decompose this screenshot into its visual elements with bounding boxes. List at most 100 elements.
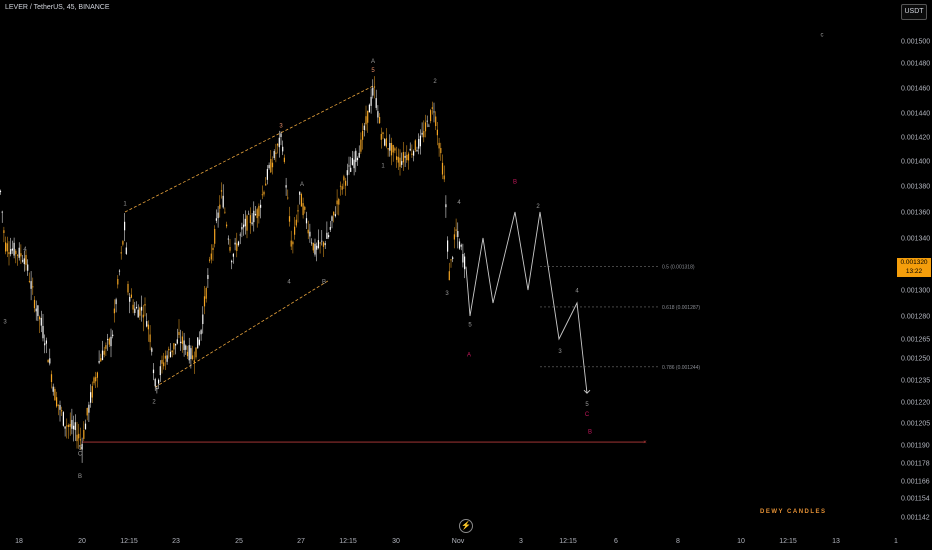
candle-body xyxy=(409,148,411,151)
candle-body xyxy=(407,153,410,161)
candle-body xyxy=(226,224,228,227)
wave-label: 5 xyxy=(468,323,472,329)
candle-body xyxy=(74,422,76,431)
candle-body xyxy=(122,241,124,245)
current-price: 0.001320 xyxy=(900,259,928,266)
candle-body xyxy=(423,131,425,138)
candle-body xyxy=(164,355,166,359)
wave-label: B xyxy=(78,474,82,480)
candle-body xyxy=(464,256,466,270)
candle-body xyxy=(32,286,34,288)
candle-body xyxy=(406,154,408,161)
candle-body xyxy=(394,148,396,151)
candle-body xyxy=(322,242,325,247)
candle-body xyxy=(397,156,399,163)
candle-body xyxy=(10,249,12,255)
candle-body xyxy=(93,377,95,384)
candle-body xyxy=(173,343,175,350)
candle-body xyxy=(258,205,260,217)
candle-body xyxy=(440,148,442,154)
y-tick-label: 0.001480 xyxy=(901,61,930,68)
candle-body xyxy=(382,132,384,135)
candle-body xyxy=(309,231,311,237)
candle-body xyxy=(186,351,189,357)
candle-body xyxy=(375,98,377,108)
wave-label: B xyxy=(588,429,592,435)
candle-body xyxy=(23,258,25,265)
channel-lower-line xyxy=(154,280,329,388)
candle-body xyxy=(154,378,156,387)
candle-body xyxy=(295,219,297,226)
candle-body xyxy=(40,317,42,326)
x-tick-label: 18 xyxy=(15,538,23,545)
candle-body xyxy=(339,185,342,187)
candle-body xyxy=(67,425,70,427)
candle-body xyxy=(35,308,37,312)
candle-body xyxy=(185,345,187,350)
candle-body xyxy=(426,120,428,122)
candle-body xyxy=(358,152,360,158)
candle-body xyxy=(370,96,372,106)
candle-body xyxy=(329,227,331,230)
candle-body xyxy=(108,338,110,345)
candle-body xyxy=(458,241,461,249)
candle-body xyxy=(241,226,243,230)
candle-body xyxy=(424,122,427,132)
candle-body xyxy=(18,247,20,258)
flash-icon[interactable]: ⚡ xyxy=(459,519,473,533)
x-tick-label: Nov xyxy=(452,538,465,545)
candle-body xyxy=(197,337,199,349)
candle-body xyxy=(452,257,454,259)
candle-body xyxy=(413,151,415,156)
candle-body xyxy=(367,110,369,123)
candle-body xyxy=(290,240,292,247)
candle-body xyxy=(95,377,97,382)
candle-body xyxy=(149,334,151,343)
wave-label: 4 xyxy=(23,247,27,253)
candle-body xyxy=(384,139,386,146)
candle-body xyxy=(282,146,284,152)
candle-body xyxy=(193,360,195,363)
y-tick-label: 0.001440 xyxy=(901,111,930,118)
candle-body xyxy=(341,186,343,190)
candle-body xyxy=(112,334,114,337)
candle-body xyxy=(265,183,267,186)
candle-body xyxy=(66,425,68,427)
y-tick-label: 0.001300 xyxy=(901,288,930,295)
fib-level-label: 0.5 (0.001318) xyxy=(662,265,695,271)
candle-body xyxy=(127,283,129,293)
wave-label: A xyxy=(371,59,375,65)
candle-body xyxy=(232,253,234,257)
currency-button[interactable]: USDT xyxy=(901,4,927,20)
candle-body xyxy=(96,372,98,378)
candle-body xyxy=(305,218,308,224)
candle-body xyxy=(144,304,146,306)
candle-body xyxy=(200,330,202,335)
candle-body xyxy=(152,369,155,374)
x-tick-label: 3 xyxy=(519,538,523,545)
candle-body xyxy=(445,204,447,208)
candle-body xyxy=(360,139,362,152)
candle-body xyxy=(404,155,406,158)
candle-body xyxy=(181,336,183,344)
candle-body xyxy=(307,229,309,234)
wave-label: 2 xyxy=(152,399,156,405)
y-tick-label: 0.001190 xyxy=(901,443,930,450)
candle-body xyxy=(110,336,112,347)
candle-body xyxy=(192,355,194,360)
candle-body xyxy=(11,248,13,251)
candle-body xyxy=(220,190,223,192)
candle-body xyxy=(324,243,326,246)
candle-body xyxy=(372,87,374,96)
candle-body xyxy=(78,433,80,439)
candle-body xyxy=(88,404,90,413)
candle-body xyxy=(176,339,178,344)
candle-body xyxy=(64,426,66,429)
candle-body xyxy=(402,152,404,163)
x-tick-label: 12:15 xyxy=(339,538,357,545)
projection-arrowhead xyxy=(583,389,591,394)
candle-body xyxy=(283,157,285,162)
candle-body xyxy=(239,234,241,236)
candle-body xyxy=(30,281,32,289)
